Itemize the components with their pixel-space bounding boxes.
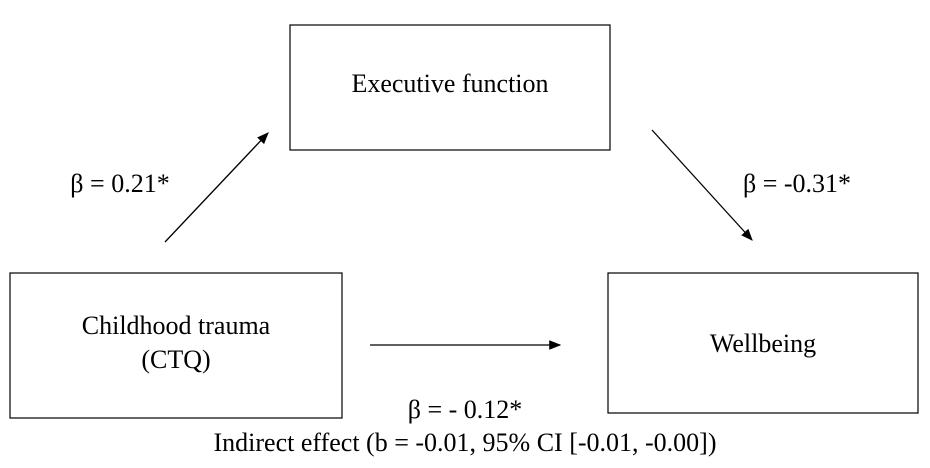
node-label: Wellbeing [710,329,816,358]
node-box [289,24,611,151]
edge-label: β = - 0.12* [408,395,523,424]
arrow [164,132,269,243]
node-label: (CTQ) [141,345,210,374]
edge-label: β = -0.31* [743,169,851,198]
node-label: Childhood trauma [82,311,271,340]
note: Indirect effect (b = -0.01, 95% CI [-0.0… [214,428,717,457]
edge-label: β = 0.21* [70,169,169,198]
node-label: Executive function [351,69,548,98]
node-box [607,272,919,414]
node-box [9,272,343,419]
arrow [651,129,753,241]
